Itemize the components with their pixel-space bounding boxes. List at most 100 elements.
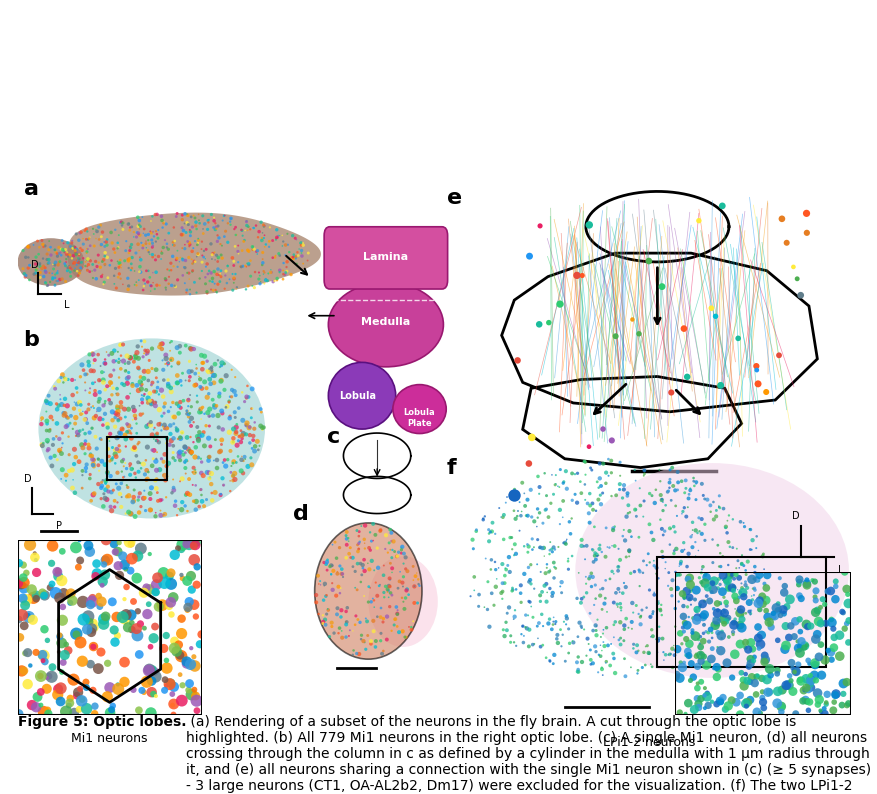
Point <box>711 663 725 676</box>
Point <box>79 676 93 688</box>
Point <box>662 481 676 494</box>
Point <box>695 563 709 576</box>
Point <box>649 568 663 580</box>
Point <box>637 495 651 507</box>
Point <box>182 538 196 550</box>
Point <box>758 656 772 669</box>
Point <box>744 636 758 649</box>
Point <box>182 684 196 696</box>
Point <box>531 632 545 645</box>
Point <box>163 337 177 349</box>
Point <box>510 493 524 506</box>
Point <box>126 596 140 608</box>
Point <box>554 586 568 599</box>
Point <box>222 396 236 409</box>
Point <box>72 249 86 261</box>
Point <box>100 251 114 264</box>
Point <box>87 640 101 653</box>
Point <box>137 587 151 599</box>
Point <box>590 613 604 626</box>
Point <box>675 638 689 650</box>
Point <box>37 260 51 272</box>
Point <box>191 233 205 246</box>
Point <box>789 665 803 678</box>
Point <box>190 430 204 443</box>
Point <box>215 434 229 446</box>
Point <box>677 543 691 556</box>
Point <box>396 570 410 583</box>
Point <box>42 253 56 266</box>
Point <box>242 245 256 257</box>
Point <box>655 522 669 535</box>
Point <box>49 398 63 410</box>
Point <box>139 420 153 433</box>
Point <box>351 538 365 551</box>
Point <box>112 439 126 452</box>
Point <box>538 467 552 480</box>
Point <box>68 241 82 253</box>
Point <box>129 276 143 288</box>
Point <box>809 674 823 687</box>
Point <box>227 259 241 272</box>
Point <box>23 259 37 272</box>
Ellipse shape <box>328 362 396 429</box>
Point <box>793 589 807 602</box>
Point <box>135 396 149 409</box>
Point <box>358 537 372 549</box>
Point <box>126 491 140 503</box>
Point <box>120 391 134 403</box>
Point <box>708 619 722 632</box>
Point <box>638 659 652 672</box>
Point <box>829 580 843 593</box>
Text: Lobula
Plate: Lobula Plate <box>403 408 435 428</box>
Point <box>613 586 627 599</box>
Point <box>82 441 96 454</box>
Point <box>132 465 146 478</box>
Point <box>161 378 175 391</box>
Point <box>630 639 644 652</box>
Point <box>125 221 139 233</box>
Point <box>689 476 703 488</box>
Point <box>40 634 54 647</box>
Point <box>234 453 248 466</box>
Point <box>720 515 734 527</box>
Point <box>159 273 173 286</box>
Point <box>174 251 188 264</box>
Point <box>178 499 192 512</box>
Point <box>661 580 675 592</box>
Point <box>738 579 752 592</box>
Point <box>74 636 88 649</box>
Point <box>103 380 117 392</box>
Point <box>40 253 54 266</box>
Point <box>187 553 201 566</box>
Point <box>583 644 597 657</box>
Point <box>159 283 173 296</box>
Point <box>698 702 712 715</box>
Point <box>72 234 86 247</box>
Point <box>531 534 545 546</box>
Point <box>730 595 744 607</box>
Point <box>759 582 774 595</box>
Point <box>694 647 708 660</box>
Point <box>697 650 711 663</box>
Point <box>719 520 733 533</box>
Point <box>171 274 185 287</box>
Point <box>241 279 255 292</box>
Point <box>527 515 541 528</box>
Point <box>42 235 56 248</box>
Point <box>180 657 194 670</box>
Point <box>320 564 334 576</box>
Point <box>166 452 180 464</box>
Point <box>157 374 171 387</box>
Point <box>189 216 203 229</box>
Point <box>557 537 571 549</box>
Point <box>232 434 246 447</box>
Point <box>194 406 208 418</box>
Point <box>598 592 612 604</box>
Point <box>704 302 718 314</box>
Point <box>95 366 109 379</box>
Point <box>504 531 518 544</box>
Point <box>596 457 610 470</box>
Point <box>721 700 735 712</box>
Point <box>532 507 546 519</box>
